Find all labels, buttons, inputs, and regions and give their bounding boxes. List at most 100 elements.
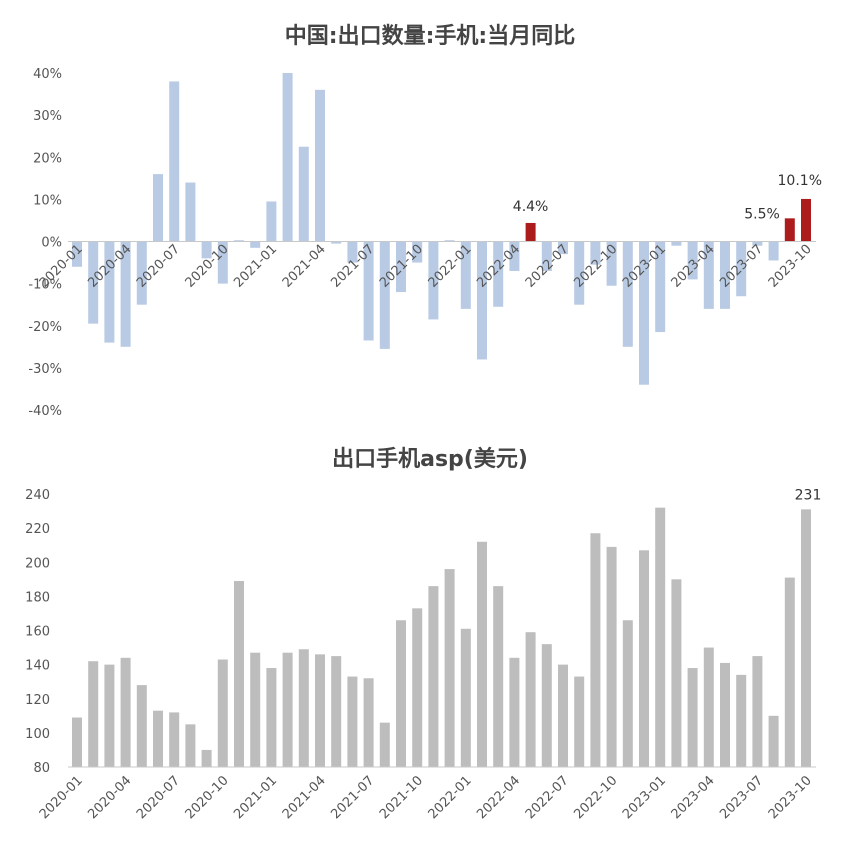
chart2-x-tick-label: 2022-10 bbox=[571, 773, 620, 822]
chart2-y-tick-label: 200 bbox=[25, 556, 50, 571]
chart2-bar bbox=[298, 649, 309, 767]
chart1-bar bbox=[752, 241, 763, 246]
chart1-bar bbox=[590, 241, 601, 265]
chart2-bar bbox=[558, 664, 568, 767]
chart2-bar bbox=[493, 586, 504, 767]
chart2-title: 出口手机asp(美元) bbox=[332, 446, 528, 472]
chart2-bar bbox=[331, 656, 342, 767]
chart2-bar bbox=[768, 715, 779, 767]
chart2-x-tick-label: 2021-10 bbox=[377, 773, 426, 822]
chart1-bar bbox=[347, 241, 358, 263]
chart1-title: 中国:出口数量:手机:当月同比 bbox=[285, 23, 575, 49]
chart1-bar bbox=[541, 241, 552, 271]
chart1-bar bbox=[136, 241, 147, 305]
chart1-bar bbox=[493, 241, 504, 307]
chart1-y-tick-label: -30% bbox=[28, 362, 62, 377]
chart1-y-tick-label: 30% bbox=[33, 109, 62, 124]
chart1-bar bbox=[428, 241, 439, 320]
chart2-bar bbox=[752, 656, 763, 767]
chart2-bar bbox=[460, 628, 471, 767]
chart2-bar bbox=[606, 546, 617, 767]
chart2-bar bbox=[153, 710, 163, 767]
chart2-x-tick-label: 2020-01 bbox=[37, 773, 86, 822]
chart2-bar bbox=[703, 647, 714, 767]
chart1-bar bbox=[509, 241, 520, 271]
chart2-bar bbox=[477, 541, 487, 767]
chart2-bar bbox=[72, 717, 82, 767]
chart2-data-label: 231 bbox=[795, 487, 822, 503]
chart1-bar bbox=[396, 241, 406, 293]
chart2-bar bbox=[671, 579, 682, 767]
chart2-x-tick-label: 2021-01 bbox=[231, 773, 280, 822]
chart1-bar bbox=[217, 241, 228, 284]
chart2-bar bbox=[736, 674, 747, 767]
chart2-y-tick-label: 80 bbox=[33, 761, 50, 776]
chart1-bar bbox=[72, 241, 82, 267]
chart1-y-tick-label: 10% bbox=[33, 193, 62, 208]
chart1-bars bbox=[72, 73, 811, 385]
chart2-bar bbox=[250, 652, 261, 767]
chart2-bar bbox=[428, 586, 439, 767]
chart1-y-tick-label: 20% bbox=[33, 151, 62, 166]
chart1-bar-highlight bbox=[801, 198, 811, 242]
chart2-bar bbox=[363, 678, 374, 767]
chart1-bar bbox=[153, 174, 163, 242]
chart2-bar bbox=[412, 608, 423, 767]
chart2-y-tick-label: 120 bbox=[25, 693, 50, 708]
chart2-y-tick-label: 180 bbox=[25, 590, 50, 605]
chart2-x-tick-label: 2023-07 bbox=[717, 773, 766, 822]
chart1-bar bbox=[558, 241, 568, 255]
chart1-bar bbox=[169, 81, 180, 242]
chart2-x-tick-label: 2020-04 bbox=[85, 773, 134, 822]
chart1-data-label: 5.5% bbox=[744, 206, 780, 222]
chart1-bar bbox=[574, 241, 585, 305]
chart2-bar bbox=[784, 577, 795, 767]
chart2-bar bbox=[234, 581, 244, 767]
chart1-bar bbox=[234, 240, 244, 242]
chart2-bar bbox=[687, 668, 698, 767]
chart1-bar bbox=[363, 241, 374, 341]
chart1-x-tick-label: 2021-04 bbox=[280, 242, 329, 291]
chart2-bar bbox=[315, 654, 325, 767]
chart2-x-tick-label: 2023-01 bbox=[620, 773, 669, 822]
chart2-bar bbox=[622, 620, 633, 767]
chart1-bar bbox=[298, 146, 309, 242]
chart2-x-tick-label: 2023-10 bbox=[766, 773, 815, 822]
chart1-x-axis: 2020-01 2020-04 2020-07 2020-10 2021-01 2021-… bbox=[37, 242, 815, 291]
chart2-bar bbox=[266, 668, 277, 767]
chart1-data-label: 4.4% bbox=[513, 199, 549, 215]
chart1-y-tick-label: 0% bbox=[41, 236, 62, 251]
chart2-bar bbox=[525, 632, 536, 767]
chart1-bar bbox=[655, 241, 666, 333]
chart2-x-tick-label: 2022-01 bbox=[426, 773, 475, 822]
chart2-bar bbox=[201, 749, 212, 767]
chart1-bar bbox=[379, 241, 390, 349]
chart1-bar bbox=[104, 241, 115, 343]
chart2-bar bbox=[104, 664, 115, 767]
chart1-annotations: 4.4% 5.5% 10.1% bbox=[513, 173, 822, 222]
chart1-bar bbox=[412, 241, 423, 263]
chart1-y-tick-label: -20% bbox=[28, 320, 62, 335]
chart2-bar bbox=[396, 620, 406, 767]
chart2-y-axis: 240 220 200 180 160 140 120 100 80 bbox=[25, 488, 50, 776]
chart1-bar bbox=[315, 89, 325, 242]
chart2-bar bbox=[136, 685, 147, 767]
chart1-bar bbox=[477, 241, 487, 360]
chart2-bar bbox=[379, 722, 390, 767]
chart2-bar bbox=[801, 509, 811, 767]
chart1-bar-highlight bbox=[525, 222, 536, 242]
chart1-bar bbox=[720, 241, 730, 309]
chart1-bar bbox=[331, 241, 342, 244]
chart2-y-tick-label: 240 bbox=[25, 488, 50, 503]
chart1-bar bbox=[768, 241, 779, 261]
chart2-bars bbox=[72, 507, 811, 767]
chart1-y-tick-label: -40% bbox=[28, 404, 62, 419]
chart2-bar bbox=[639, 550, 649, 767]
chart2-bar bbox=[444, 569, 455, 767]
chart1-bar bbox=[687, 241, 698, 280]
chart1-y-axis: 40% 30% 20% 10% 0% -10% -20% -30% -40% bbox=[28, 67, 62, 419]
chart2-bar bbox=[88, 661, 99, 767]
chart2-x-tick-label: 2022-07 bbox=[523, 773, 572, 822]
